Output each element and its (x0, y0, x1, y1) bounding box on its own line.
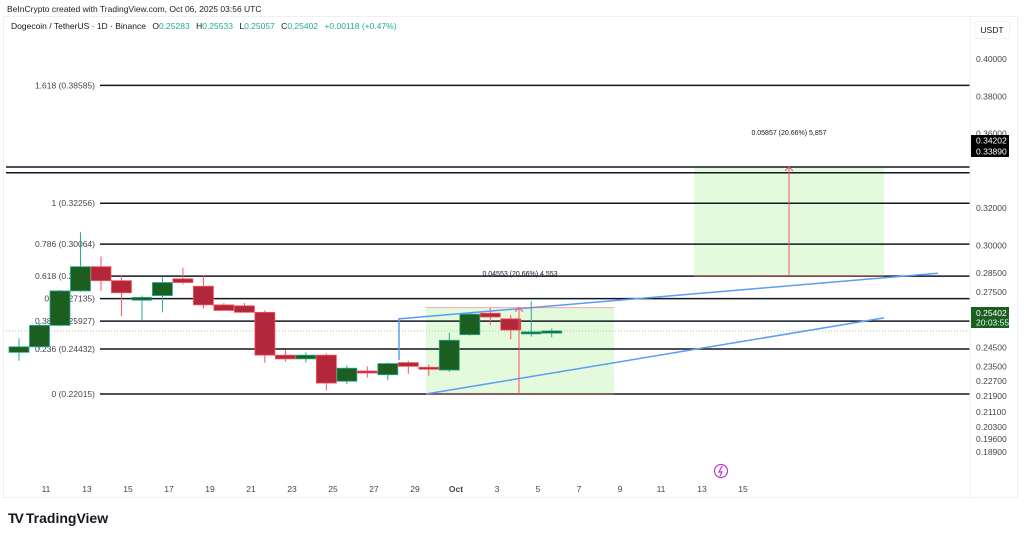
candle[interactable] (49, 289, 71, 327)
fib-level-label: 0.236 (0.24432) (35, 344, 95, 354)
candle[interactable] (213, 303, 235, 311)
time-axis-tick: 11 (657, 484, 666, 494)
candle[interactable] (438, 332, 460, 372)
chart-credit: BeInCrypto created with TradingView.com,… (7, 4, 262, 14)
time-axis-tick: 3 (495, 484, 500, 494)
candle[interactable] (377, 362, 399, 381)
price-axis-tick: 0.30000 (976, 240, 1007, 250)
candle[interactable] (459, 312, 481, 336)
fib-level-label: 0.618 (0.28344) (35, 271, 95, 281)
candle[interactable] (70, 232, 91, 292)
time-axis-tick: 15 (123, 484, 133, 494)
price-axis-tick: 0.40000 (976, 54, 1007, 64)
open-value: 0.25283 (158, 21, 190, 31)
price-axis-tick: 0.19600 (976, 434, 1007, 444)
price-axis-tick: 0.28500 (976, 268, 1007, 278)
price-axis-tick: 0.36000 (976, 129, 1007, 139)
channel-upper-line[interactable] (398, 272, 939, 360)
candle[interactable] (29, 323, 50, 350)
brand-name: TradingView (25, 510, 109, 526)
candle[interactable] (233, 303, 255, 313)
candle[interactable] (295, 352, 317, 363)
price-axis-tick: 0.27500 (976, 287, 1007, 297)
price-flag: 0.33890 (976, 147, 1007, 157)
high-label: H (196, 21, 203, 31)
time-axis-tick: 27 (369, 484, 379, 494)
candle[interactable] (254, 310, 276, 363)
bar-countdown: 20:03:55 (976, 318, 1009, 328)
fib-level-label: 1.618 (0.38585) (35, 80, 95, 90)
time-axis-tick: 23 (287, 484, 297, 494)
candle[interactable] (8, 338, 30, 361)
candle[interactable] (397, 360, 419, 374)
time-axis-tick: 21 (246, 484, 256, 494)
symbol-title[interactable]: Dogecoin / TetherUS · 1D · Binance (11, 21, 146, 31)
price-axis-tick: 0.24500 (976, 343, 1007, 353)
change-value: +0.00118 (+0.47%) (324, 21, 397, 31)
currency-button[interactable]: USDT (974, 21, 1010, 39)
candle[interactable] (131, 295, 153, 320)
time-axis-tick: 17 (164, 484, 174, 494)
fib-level-label: 0 (0.22015) (52, 389, 96, 399)
price-axis-tick: 0.23500 (976, 361, 1007, 371)
price-axis-tick: 0.22700 (976, 376, 1007, 386)
candle[interactable] (172, 267, 194, 285)
fib-level-label: 0.786 (0.30064) (35, 239, 95, 249)
time-axis-tick: 29 (410, 484, 420, 494)
close-value: 0.25402 (287, 21, 319, 31)
last-price-flag: 0.25402 (976, 308, 1007, 318)
lightning-event-icon[interactable] (713, 463, 729, 479)
price-axis-tick: 0.32000 (976, 203, 1007, 213)
candle[interactable] (356, 366, 378, 378)
candle[interactable] (274, 349, 296, 362)
price-axis-tick: 0.38000 (976, 91, 1007, 101)
time-axis-tick: 13 (82, 484, 92, 494)
candle[interactable] (90, 256, 112, 291)
open-label: O (152, 21, 159, 31)
price-axis-tick: 0.20300 (976, 422, 1007, 432)
fib-level-label: 1 (0.32256) (52, 198, 96, 208)
candle[interactable] (315, 353, 337, 391)
low-label: L (239, 21, 245, 31)
candle[interactable] (336, 365, 358, 385)
time-axis-tick: 19 (205, 484, 215, 494)
time-axis-tick: 11 (42, 484, 51, 494)
candle[interactable] (541, 328, 563, 338)
time-axis-tick: 7 (577, 484, 582, 494)
channel-lower-line[interactable] (425, 317, 885, 395)
tradingview-brand: TV TradingView (8, 510, 108, 526)
candle[interactable] (111, 275, 132, 317)
price-axis-tick: 0.21900 (976, 391, 1007, 401)
price-flag: 0.34202 (976, 136, 1007, 146)
candle[interactable] (418, 364, 440, 376)
measure-label-small: 0.04553 (20.66%) 4,553 (482, 271, 557, 278)
tradingview-logo-icon: TV (8, 510, 24, 526)
chart-frame (3, 16, 1018, 498)
close-label: C (281, 21, 288, 31)
time-axis-tick: 15 (738, 484, 748, 494)
low-value: 0.25057 (244, 21, 275, 31)
time-axis-tick: Oct (449, 484, 463, 494)
candle[interactable] (152, 276, 173, 313)
candle[interactable] (500, 315, 522, 340)
price-axis-tick: 0.18900 (976, 447, 1007, 457)
time-axis-tick: 13 (697, 484, 707, 494)
symbol-legend: Dogecoin / TetherUS · 1D · Binance O0.25… (11, 21, 397, 31)
candle[interactable] (193, 275, 214, 309)
time-axis-tick: 9 (618, 484, 623, 494)
price-axis-tick: 0.21100 (976, 407, 1006, 417)
high-value: 0.25533 (202, 21, 233, 31)
measure-label-big: 0.05857 (20.66%) 5,857 (751, 130, 826, 137)
time-axis-tick: 25 (328, 484, 338, 494)
time-axis-tick: 5 (536, 484, 541, 494)
